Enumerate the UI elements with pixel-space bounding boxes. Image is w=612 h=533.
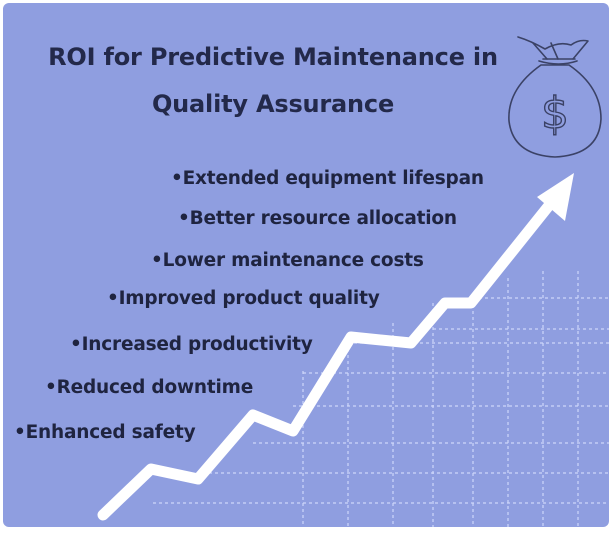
- trend-arrow-head: [537, 173, 574, 221]
- dollar-symbol: $: [541, 88, 569, 139]
- benefit-improved-product-quality: •Improved product quality: [107, 288, 380, 309]
- benefit-lower-maintenance-costs: •Lower maintenance costs: [151, 250, 424, 271]
- benefit-increased-productivity: •Increased productivity: [70, 334, 313, 355]
- benefit-enhanced-safety: •Enhanced safety: [14, 422, 196, 443]
- trend-arrow-line: [97, 197, 557, 521]
- title-line-1: ROI for Predictive Maintenance in: [48, 43, 498, 71]
- money-bag-icon: [508, 36, 602, 158]
- title-line-2: Quality Assurance: [151, 90, 395, 118]
- infographic-art: $: [97, 36, 609, 527]
- benefit-better-resource-allocation: •Better resource allocation: [178, 208, 457, 229]
- dashed-grid: [153, 271, 609, 527]
- benefit-extended-equipment-lifespan: •Extended equipment lifespan: [171, 168, 484, 189]
- infographic-canvas: $ ROI for Predictive Maintenance in Qual…: [3, 3, 609, 527]
- benefit-reduced-downtime: •Reduced downtime: [45, 377, 254, 398]
